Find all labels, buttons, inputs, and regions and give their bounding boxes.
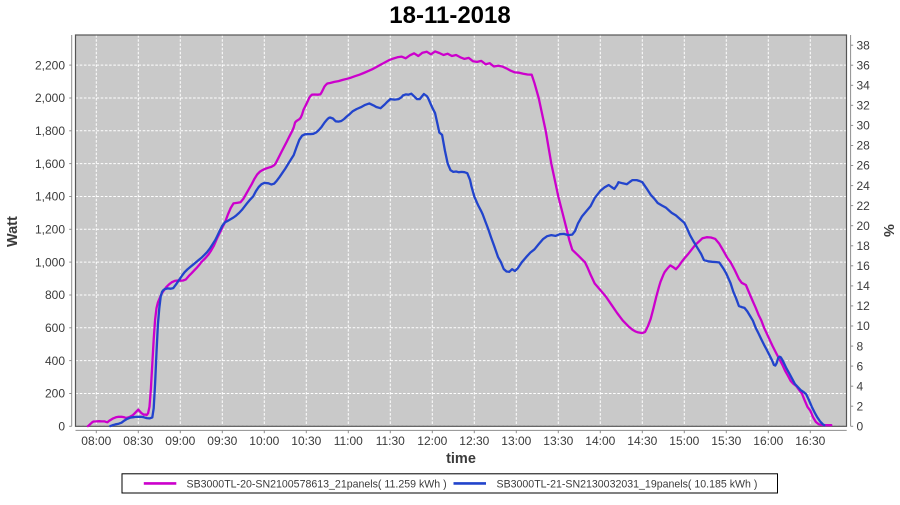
svg-text:1,000: 1,000 <box>35 255 65 269</box>
svg-text:8: 8 <box>857 339 864 353</box>
svg-text:28: 28 <box>857 139 871 153</box>
svg-text:15:30: 15:30 <box>711 434 741 448</box>
svg-text:14:00: 14:00 <box>585 434 615 448</box>
svg-text:200: 200 <box>45 387 65 401</box>
svg-text:SB3000TL-21-SN2130032031_19pan: SB3000TL-21-SN2130032031_19panels( 10.18… <box>497 479 758 491</box>
svg-text:24: 24 <box>857 179 871 193</box>
svg-text:1,600: 1,600 <box>35 157 65 171</box>
svg-text:6: 6 <box>857 359 864 373</box>
svg-text:30: 30 <box>857 119 871 133</box>
svg-text:12: 12 <box>857 299 871 313</box>
svg-text:0: 0 <box>857 420 864 434</box>
svg-text:26: 26 <box>857 159 871 173</box>
svg-text:12:30: 12:30 <box>459 434 489 448</box>
svg-text:11:00: 11:00 <box>334 434 363 448</box>
svg-text:14: 14 <box>857 279 871 293</box>
svg-text:09:30: 09:30 <box>207 434 237 448</box>
svg-text:08:00: 08:00 <box>81 434 111 448</box>
svg-text:2,000: 2,000 <box>35 91 65 105</box>
svg-text:0: 0 <box>58 420 65 434</box>
svg-text:16:30: 16:30 <box>795 434 825 448</box>
svg-text:13:30: 13:30 <box>543 434 573 448</box>
svg-text:32: 32 <box>857 99 871 113</box>
svg-text:38: 38 <box>857 38 871 52</box>
svg-text:09:00: 09:00 <box>165 434 195 448</box>
svg-text:1,400: 1,400 <box>35 190 65 204</box>
svg-text:1,800: 1,800 <box>35 124 65 138</box>
svg-text:400: 400 <box>45 354 65 368</box>
svg-text:16: 16 <box>857 259 871 273</box>
svg-text:22: 22 <box>857 199 871 213</box>
svg-text:600: 600 <box>45 321 65 335</box>
svg-text:14:30: 14:30 <box>627 434 657 448</box>
svg-text:18: 18 <box>857 239 871 253</box>
svg-text:%: % <box>880 224 896 237</box>
svg-text:15:00: 15:00 <box>669 434 699 448</box>
svg-text:36: 36 <box>857 58 871 72</box>
svg-text:20: 20 <box>857 219 871 233</box>
svg-text:4: 4 <box>857 379 864 393</box>
svg-text:1,200: 1,200 <box>35 223 65 237</box>
svg-text:SB3000TL-20-SN2100578613_21pan: SB3000TL-20-SN2100578613_21panels( 11.25… <box>187 479 447 491</box>
svg-text:16:00: 16:00 <box>753 434 783 448</box>
svg-text:2: 2 <box>857 399 864 413</box>
svg-text:10:30: 10:30 <box>291 434 321 448</box>
svg-text:2,200: 2,200 <box>35 58 65 72</box>
svg-text:time: time <box>446 451 476 467</box>
svg-text:08:30: 08:30 <box>123 434 153 448</box>
svg-text:34: 34 <box>857 79 871 93</box>
svg-text:13:00: 13:00 <box>501 434 531 448</box>
svg-text:18-11-2018: 18-11-2018 <box>389 2 510 29</box>
svg-text:10:00: 10:00 <box>249 434 279 448</box>
svg-text:10: 10 <box>857 319 871 333</box>
svg-text:800: 800 <box>45 288 65 302</box>
svg-text:Watt: Watt <box>5 216 21 247</box>
svg-text:11:30: 11:30 <box>376 434 405 448</box>
svg-text:12:00: 12:00 <box>417 434 447 448</box>
